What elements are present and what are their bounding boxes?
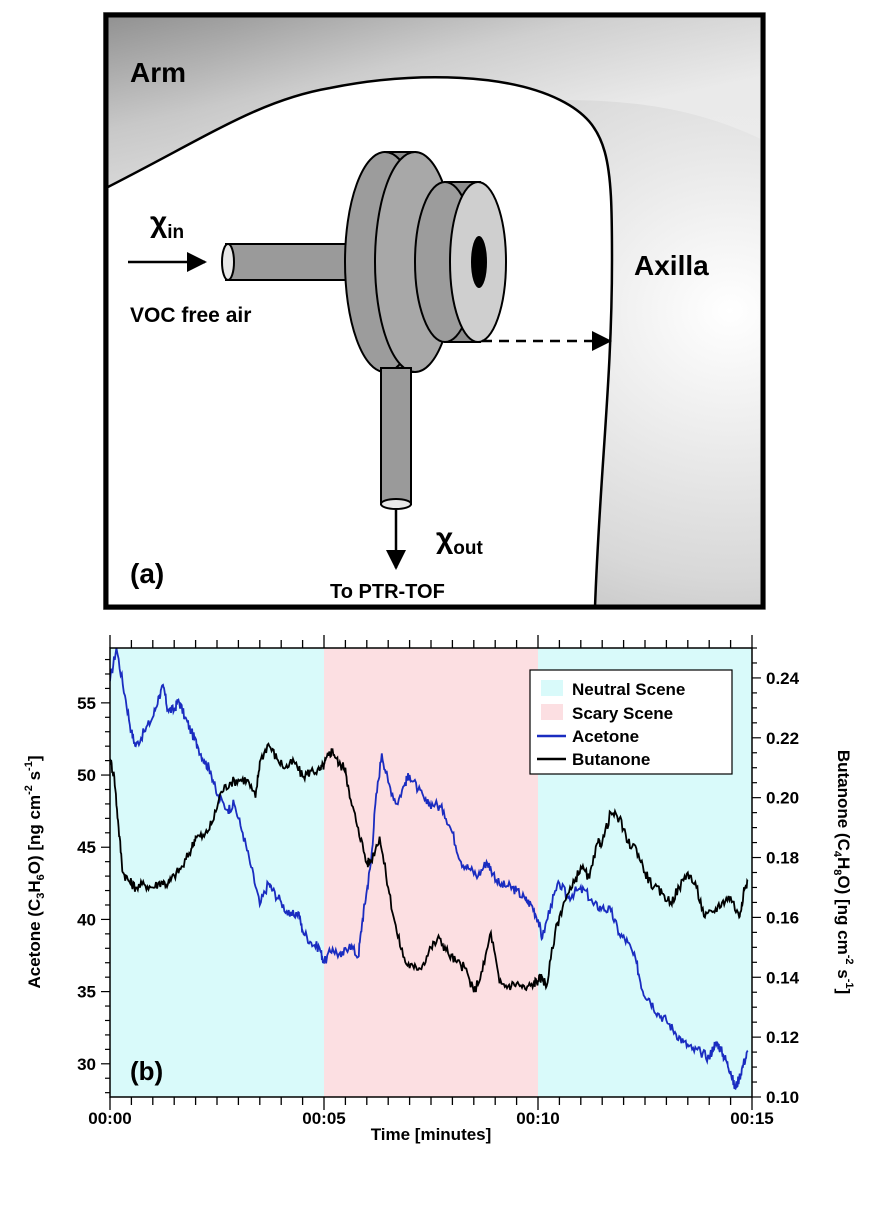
x-tick-label: 00:10 [516,1109,559,1128]
chi-in-label: χin [150,206,184,243]
y-left-tick-label: 40 [77,910,96,929]
panel-a-frame [103,12,766,610]
arm-label: Arm [130,57,186,88]
outlet-label: To PTR-TOF [330,581,445,603]
y-right-tick-label: 0.12 [766,1028,799,1047]
x-axis-ticks: 00:00 00:05 00:10 00:15 [88,635,774,1128]
outlet-tube [380,367,412,505]
series-lines [110,648,749,1091]
x-tick-label: 00:00 [88,1109,131,1128]
legend-label-butanone: Butanone [572,750,650,769]
chi-out-label: χout [436,522,483,559]
y-right-tick-label: 0.22 [766,729,799,748]
legend: Neutral Scene Scary Scene Acetone Butano… [529,669,733,775]
y-right-axis-ticks: 0.10 0.12 0.14 0.16 0.18 0.20 0.22 0.24 [752,647,800,1107]
legend-swatch-scary [541,704,563,720]
y-right-tick-label: 0.14 [766,968,800,987]
x-tick-label: 00:15 [730,1109,773,1128]
y-left-tick-label: 50 [77,766,96,785]
panel-b-label: (b) [130,1056,163,1086]
y-left-tick-label: 30 [77,1055,96,1074]
legend-box [529,669,733,775]
x-axis-title: Time [minutes] [371,1125,492,1144]
panel-a-label: (a) [130,558,164,589]
y-left-tick-label: 55 [77,694,96,713]
y-right-tick-label: 0.10 [766,1088,799,1107]
scene-region-1 [324,648,538,1097]
y-left-tick-label: 45 [77,838,96,857]
y-left-axis-ticks: 30 35 40 45 50 55 [77,658,110,1094]
inlet-label: VOC free air [130,304,251,327]
legend-swatch-neutral [541,680,563,696]
series-line-acetone [110,648,749,1091]
y-right-tick-label: 0.24 [766,669,800,688]
y-right-tick-label: 0.16 [766,908,799,927]
legend-label-scary: Scary Scene [572,704,673,723]
chamber-aperture [471,236,487,288]
y-right-axis-title: Butanone (C4H8O) [ng cm-2 s-1] [831,750,855,994]
y-right-tick-label: 0.18 [766,849,799,868]
legend-label-neutral: Neutral Scene [572,680,685,699]
inlet-tube-opening [221,243,235,281]
legend-label-acetone: Acetone [572,727,639,746]
y-left-axis-title: Acetone (C3H6O) [ng cm-2 s-1] [23,755,47,988]
panel-a-schematic: Arm Axilla χin VOC free air χout To PTR-… [103,12,766,610]
y-left-tick-label: 35 [77,983,96,1002]
y-right-tick-label: 0.20 [766,789,799,808]
series-line-butanone [110,742,749,993]
x-tick-label: 00:05 [302,1109,345,1128]
scene-region-0 [110,648,324,1097]
arm-region [106,15,763,188]
axilla-label: Axilla [634,250,709,281]
outlet-tube-opening [380,498,412,510]
arm-outline [105,76,614,608]
